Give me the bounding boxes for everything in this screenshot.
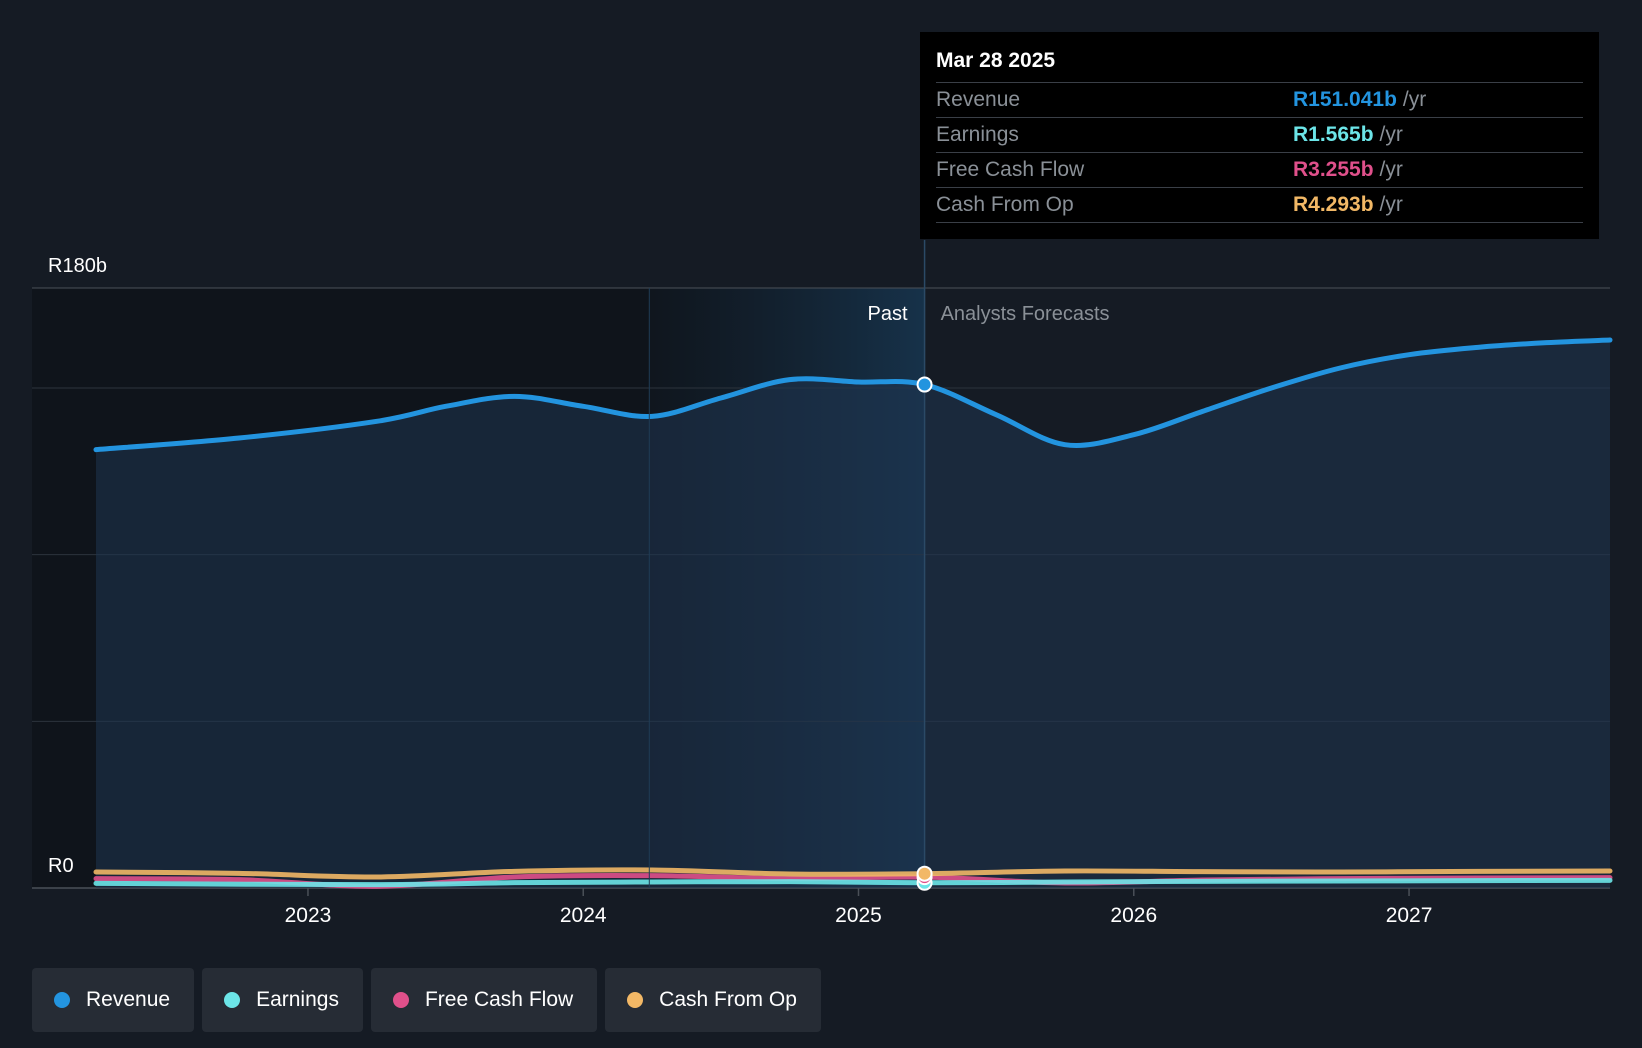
tooltip-row-revenue: Revenue R151.041b /yr: [936, 83, 1583, 118]
tooltip-unit: /yr: [1402, 88, 1427, 111]
revenue-area: [96, 340, 1610, 888]
tooltip-row-free-cash-flow: Free Cash Flow R3.255b /yr: [936, 153, 1583, 188]
tooltip-date: Mar 28 2025: [936, 46, 1583, 83]
earnings-dot-icon: [224, 992, 241, 1008]
tooltip-label: Revenue: [936, 88, 1021, 111]
tooltip-label: Cash From Op: [936, 193, 1074, 216]
series-lines: [93, 337, 1613, 889]
tooltip-unit: /yr: [1379, 193, 1403, 216]
past-label: Past: [868, 303, 908, 325]
tooltip-panel: Mar 28 2025 Revenue R151.041b /yr Earnin…: [920, 32, 1599, 239]
legend-label: Revenue: [86, 988, 171, 1011]
tooltip-value: R1.565b: [1293, 123, 1374, 146]
forecast-label: Analysts Forecasts: [941, 303, 1110, 325]
cash-from-op-marker: [916, 865, 933, 882]
x-tick-label: 2026: [1110, 904, 1157, 927]
legend-label: Earnings: [256, 988, 339, 1011]
x-axis-ticks: 2023 2024 2025 2026 2027: [285, 888, 1433, 927]
legend-label: Cash From Op: [659, 988, 797, 1011]
cash-from-op-dot-icon: [627, 992, 644, 1008]
y-axis-top-label: R180b: [48, 255, 107, 277]
tooltip-label: Earnings: [936, 123, 1019, 146]
revenue-dot-icon: [54, 992, 70, 1008]
legend-label: Free Cash Flow: [424, 988, 574, 1011]
earnings-line: [93, 877, 1613, 888]
legend: Revenue Earnings Free Cash Flow Cash Fro…: [32, 968, 821, 1032]
tooltip-value: R151.041b: [1293, 88, 1397, 111]
legend-item-cash-from-op[interactable]: Cash From Op: [605, 968, 821, 1032]
x-tick-label: 2027: [1386, 904, 1433, 927]
tooltip-value: R4.293b: [1293, 193, 1374, 216]
tooltip-row-earnings: Earnings R1.565b /yr: [936, 118, 1583, 153]
cash-from-op-line: [93, 867, 1613, 880]
revenue-area: [96, 340, 1610, 888]
chart-area: R180b R0 Past Analysts Forecasts 2023 202…: [32, 240, 1613, 927]
tooltip-value: R3.255b: [1293, 158, 1374, 181]
tooltip-markers: [916, 376, 933, 891]
legend-item-revenue[interactable]: Revenue: [32, 968, 195, 1032]
legend-item-earnings[interactable]: Earnings: [202, 968, 363, 1032]
tooltip-unit: /yr: [1379, 123, 1403, 146]
legend-item-free-cash-flow[interactable]: Free Cash Flow: [370, 968, 598, 1032]
free-cash-flow-dot-icon: [392, 992, 409, 1008]
x-tick-label: 2025: [835, 904, 882, 927]
x-tick-label: 2024: [560, 904, 607, 927]
tooltip-label: Free Cash Flow: [936, 158, 1085, 181]
revenue-line: [93, 337, 1613, 453]
tooltip-unit: /yr: [1379, 158, 1403, 181]
tooltip-row-cash-from-op: Cash From Op R4.293b /yr: [936, 188, 1583, 223]
x-tick-label: 2023: [285, 904, 332, 927]
revenue-marker: [916, 376, 933, 393]
y-axis-bottom-label: R0: [48, 855, 74, 877]
